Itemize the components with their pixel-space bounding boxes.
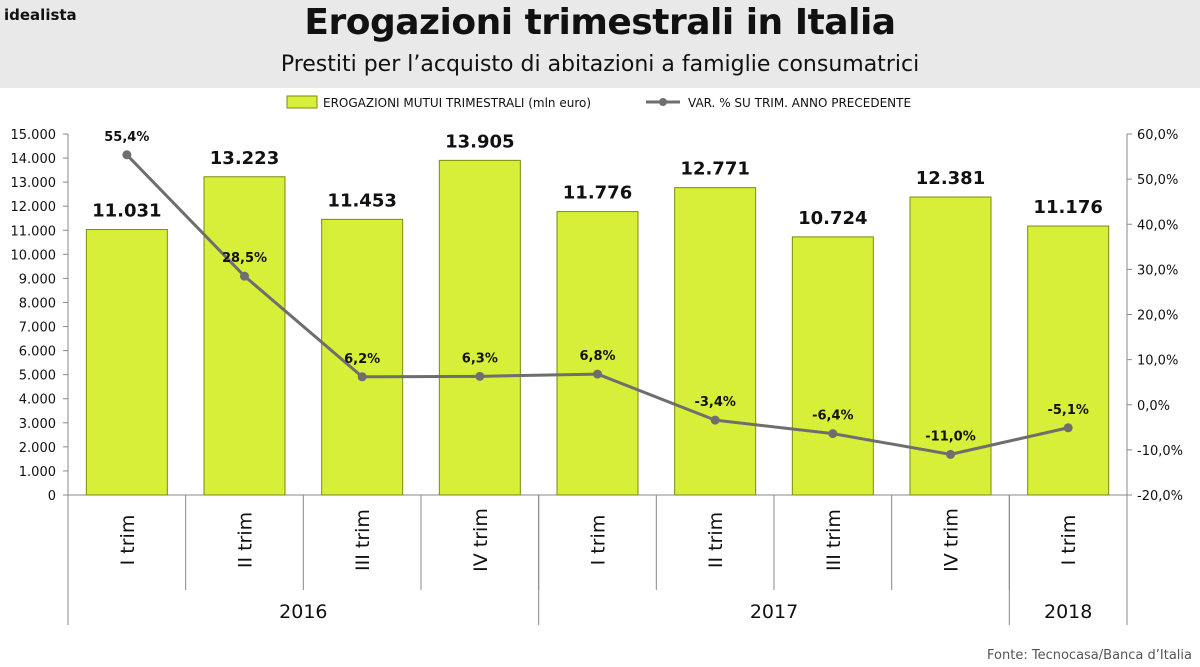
- y-right-tick-label: 40,0%: [1137, 218, 1178, 233]
- bar-value-label: 11.031: [92, 201, 161, 222]
- bar: [85, 229, 168, 496]
- bar: [321, 218, 404, 496]
- y-left-tick-label: 15.000: [11, 128, 57, 143]
- line-point: [828, 429, 838, 439]
- chart-subtitle: Prestiti per l’acquisto di abitazioni a …: [280, 52, 920, 77]
- legend-marker-line: [659, 98, 667, 106]
- legend-swatch-bars: [286, 95, 318, 109]
- bar-value-label: 12.771: [680, 159, 749, 180]
- bar: [556, 211, 639, 496]
- line-value-label: 6,8%: [579, 349, 615, 364]
- y-left-tick-label: 9.000: [19, 272, 56, 287]
- chart-title: Erogazioni trimestrali in Italia: [304, 2, 896, 43]
- x-tick-label: IV trim: [470, 508, 492, 572]
- y-right-tick-label: -20,0%: [1137, 489, 1183, 504]
- year-label: 2018: [1044, 601, 1092, 623]
- y-left-tick-label: 1.000: [19, 465, 56, 480]
- line-point: [946, 449, 955, 459]
- y-right-tick-label: 20,0%: [1137, 309, 1178, 324]
- line-point: [240, 271, 249, 281]
- y-left-tick-label: 5.000: [19, 369, 56, 384]
- line-value-label: -5,1%: [1047, 403, 1088, 418]
- brand-logo: idealista: [4, 6, 77, 24]
- bar-value-label: 10.724: [798, 208, 867, 229]
- line-value-label: 6,2%: [344, 352, 380, 367]
- y-right-tick-label: 10,0%: [1137, 354, 1178, 369]
- bar-value-label: 11.453: [327, 190, 396, 211]
- line-point: [475, 371, 485, 381]
- bar-value-label: 13.223: [210, 148, 279, 169]
- year-label: 2017: [750, 601, 798, 623]
- legend-label-line: VAR. % SU TRIM. ANNO PRECEDENTE: [688, 96, 911, 110]
- bar-value-label: 13.905: [445, 131, 514, 152]
- x-tick-label: II trim: [235, 512, 257, 568]
- line-value-label: 28,5%: [222, 251, 267, 266]
- bar: [909, 196, 992, 496]
- x-tick-label: IV trim: [941, 508, 963, 572]
- y-right-tick-label: 30,0%: [1137, 263, 1178, 278]
- bar: [203, 176, 286, 496]
- y-left-tick-label: 14.000: [11, 152, 57, 167]
- y-left-tick-label: 2.000: [19, 441, 56, 456]
- line-point: [710, 415, 720, 425]
- line-point: [357, 372, 367, 382]
- y-left-tick-label: 3.000: [19, 417, 56, 432]
- y-left-tick-label: 12.000: [11, 200, 57, 215]
- line-value-label: 6,3%: [462, 351, 498, 366]
- x-tick-label: III trim: [823, 509, 845, 571]
- x-tick-label: II trim: [705, 512, 727, 568]
- y-left-tick-label: 11.000: [11, 224, 57, 239]
- legend-label-bars: EROGAZIONI MUTUI TRIMESTRALI (mln euro): [323, 96, 591, 110]
- bar: [1027, 225, 1110, 496]
- x-tick-label: I trim: [1058, 515, 1080, 566]
- y-left-tick-label: 7.000: [19, 321, 56, 336]
- line-point: [593, 369, 602, 379]
- y-left-tick-label: 13.000: [11, 176, 57, 191]
- x-tick-label: I trim: [117, 515, 139, 566]
- y-left-tick-label: 4.000: [19, 393, 56, 408]
- bar: [791, 236, 874, 496]
- line-point: [122, 150, 132, 160]
- line-value-label: -6,4%: [812, 409, 853, 424]
- x-tick-label: I trim: [588, 515, 610, 566]
- bar: [438, 159, 521, 496]
- bar-value-label: 12.381: [916, 168, 985, 189]
- chart: EROGAZIONI MUTUI TRIMESTRALI (mln euro) V…: [11, 95, 1183, 625]
- bar: [674, 187, 757, 496]
- y-right-tick-label: 0,0%: [1137, 399, 1170, 414]
- x-tick-label: III trim: [352, 509, 374, 571]
- bar-value-label: 11.776: [563, 183, 632, 204]
- y-left-tick-label: 6.000: [19, 345, 56, 360]
- line-value-label: -11,0%: [925, 429, 976, 444]
- source-note: Fonte: Tecnocasa/Banca d’Italia: [987, 648, 1192, 663]
- year-label: 2016: [279, 601, 327, 623]
- y-left-tick-label: 0: [48, 489, 56, 504]
- line-point: [1063, 423, 1073, 433]
- line-value-label: 55,4%: [104, 130, 149, 145]
- line-value-label: -3,4%: [694, 395, 735, 410]
- bar-value-label: 11.176: [1033, 197, 1102, 218]
- y-left-tick-label: 8.000: [19, 296, 56, 311]
- header: idealista Erogazioni trimestrali in Ital…: [0, 0, 1200, 88]
- y-right-tick-label: 50,0%: [1137, 173, 1178, 188]
- y-left-tick-label: 10.000: [11, 248, 57, 263]
- y-right-tick-label: -10,0%: [1137, 444, 1183, 459]
- y-right-tick-label: 60,0%: [1137, 128, 1178, 143]
